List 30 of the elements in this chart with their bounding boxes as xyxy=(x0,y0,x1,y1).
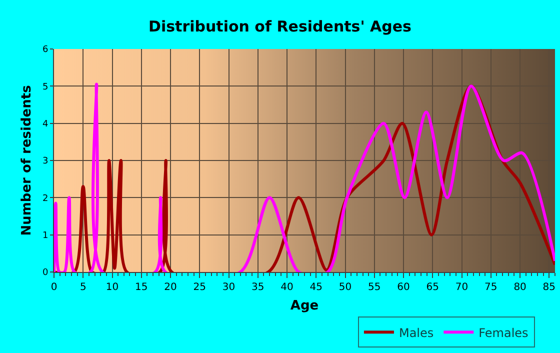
x-tick-label: 5 xyxy=(80,282,86,293)
x-tick-label: 30 xyxy=(222,282,236,293)
x-tick-label: 10 xyxy=(106,282,119,293)
y-axis-title: Number of residents xyxy=(19,84,34,236)
chart-title: Distribution of Residents' Ages xyxy=(148,18,412,36)
legend-label: Males xyxy=(398,326,434,340)
x-tick-label: 55 xyxy=(368,282,381,293)
x-tick-label: 60 xyxy=(397,282,410,293)
x-tick-label: 40 xyxy=(280,282,294,293)
x-tick-label: 75 xyxy=(484,282,498,293)
x-tick-label: 70 xyxy=(455,282,468,293)
x-tick-label: 15 xyxy=(135,282,148,293)
x-tick-label: 85 xyxy=(542,282,556,293)
x-tick-label: 80 xyxy=(514,282,526,293)
x-tick-label: 45 xyxy=(310,282,323,293)
x-tick-label: 35 xyxy=(252,282,264,293)
y-tick-label: 1 xyxy=(42,230,48,241)
y-tick-label: 2 xyxy=(42,194,48,204)
x-tick-label: 25 xyxy=(193,282,206,293)
y-tick-label: 6 xyxy=(42,45,48,56)
y-tick-label: 3 xyxy=(42,156,48,167)
x-tick-label: 0 xyxy=(50,282,58,293)
legend-label: Females xyxy=(478,326,528,340)
y-tick-label: 0 xyxy=(42,268,48,278)
x-tick-label: 20 xyxy=(164,282,177,293)
x-axis-title: Age xyxy=(290,298,319,314)
y-tick-label: 4 xyxy=(42,119,48,130)
x-tick-label: 50 xyxy=(338,282,352,293)
x-tick-label: 65 xyxy=(426,282,440,293)
y-tick-label: 5 xyxy=(42,82,48,92)
